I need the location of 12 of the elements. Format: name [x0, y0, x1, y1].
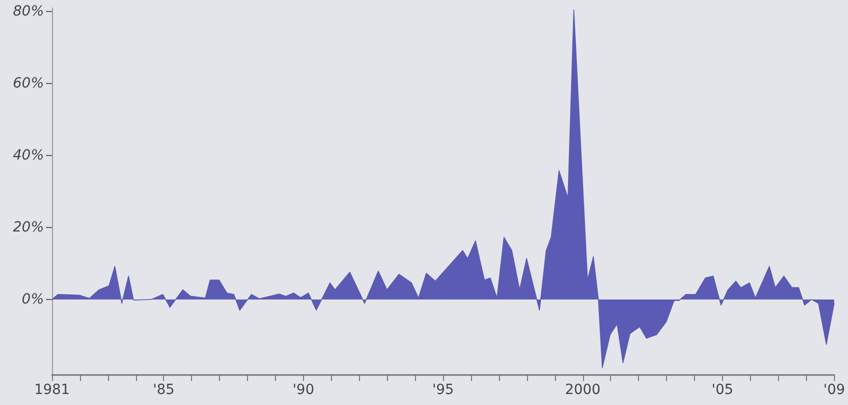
- y-tick-label: 20%: [12, 219, 44, 236]
- y-tick-label: 40%: [12, 148, 44, 164]
- x-tick-label: 2000: [564, 382, 601, 398]
- x-tick-label: '09: [823, 382, 846, 398]
- x-tick-label: '05: [712, 382, 734, 398]
- x-tick-label: '95: [432, 382, 454, 398]
- x-tick-label: 1981: [34, 382, 70, 398]
- y-tick-label: 80%: [12, 4, 44, 20]
- y-tick-label: 0%: [22, 291, 44, 308]
- x-tick-label: '85: [152, 382, 175, 398]
- y-tick-label: 60%: [12, 76, 44, 92]
- x-tick-label: '90: [292, 382, 314, 398]
